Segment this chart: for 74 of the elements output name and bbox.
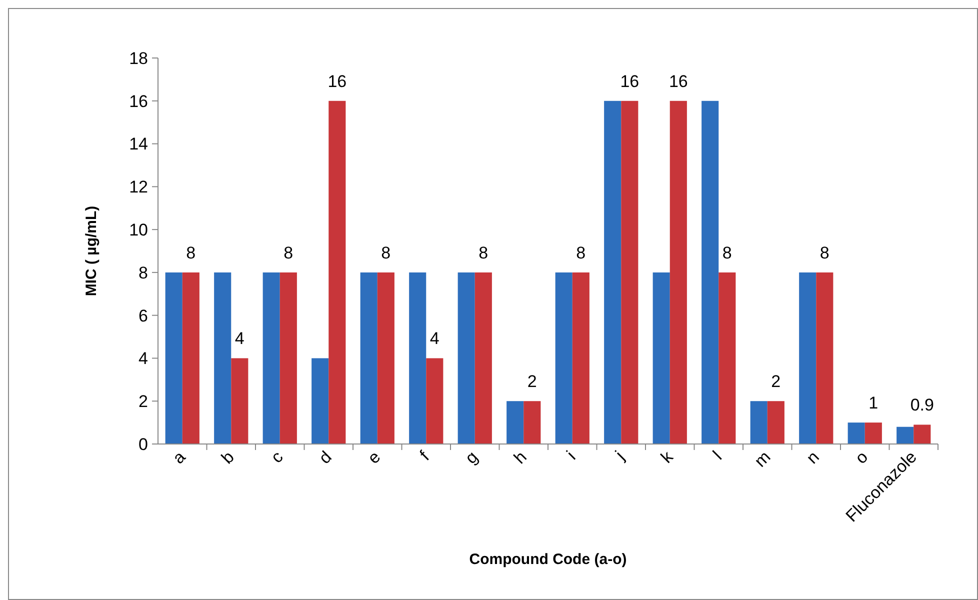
bar (799, 272, 816, 444)
x-tick-label: c (267, 447, 288, 467)
bar (328, 100, 346, 444)
data-label: 8 (478, 243, 488, 262)
data-label: 8 (820, 243, 830, 262)
y-tick-label: 4 (138, 349, 148, 368)
bar (312, 358, 329, 444)
data-label: 8 (284, 243, 294, 262)
y-tick-label: 8 (138, 263, 148, 282)
x-tick-label: j (611, 447, 628, 464)
data-label: 2 (771, 372, 781, 392)
y-tick-label: 0 (138, 434, 148, 454)
bar (409, 272, 426, 444)
data-label: 4 (430, 329, 440, 348)
bar (718, 272, 736, 444)
bar (896, 426, 914, 444)
data-label: 1 (868, 394, 878, 413)
bar (670, 100, 687, 444)
x-tick-label: g (462, 447, 482, 468)
bar (474, 272, 492, 444)
bar (458, 272, 475, 444)
bar (426, 358, 444, 444)
data-label: 2 (527, 372, 537, 392)
x-tick-label: d (315, 447, 336, 468)
x-tick-label: n (802, 447, 823, 468)
y-tick-label: 18 (129, 48, 148, 68)
data-label: 16 (620, 72, 640, 91)
y-tick-label: 10 (129, 220, 148, 240)
y-tick-label: 14 (129, 134, 148, 154)
bar (652, 272, 670, 444)
data-label: 4 (234, 329, 244, 348)
data-label: 8 (576, 243, 586, 262)
bar (262, 272, 280, 444)
bar (360, 272, 378, 444)
bar (377, 272, 394, 444)
bar (702, 100, 719, 444)
x-tick-label: i (563, 447, 580, 464)
data-label: 8 (722, 243, 732, 262)
bar (914, 424, 931, 444)
bar (231, 358, 248, 444)
data-label: 0.9 (910, 396, 934, 415)
x-tick-label: l (709, 447, 726, 464)
data-label: 16 (668, 72, 688, 91)
bar (524, 401, 541, 444)
x-tick-label: k (657, 447, 678, 467)
bar (864, 422, 882, 444)
bar (848, 422, 865, 444)
x-tick-label: f (416, 447, 434, 464)
y-tick-label: 6 (138, 306, 148, 326)
y-axis-title: MIC ( µg/mL) (83, 206, 100, 296)
bar (767, 401, 784, 444)
x-axis-title: Compound Code (a-o) (469, 551, 627, 568)
y-tick-label: 2 (138, 392, 148, 412)
data-label: 8 (381, 243, 391, 262)
bar (165, 272, 182, 444)
data-label: 16 (328, 72, 347, 91)
bar (506, 401, 524, 444)
x-tick-label: h (510, 447, 530, 468)
y-tick-label: 16 (129, 92, 148, 111)
bar (604, 100, 622, 444)
data-label: 8 (186, 243, 196, 262)
bar (572, 272, 590, 444)
bar (280, 272, 297, 444)
bar (621, 100, 638, 444)
bar (214, 272, 232, 444)
x-tick-label: m (750, 447, 774, 471)
bar (182, 272, 200, 444)
bar (816, 272, 834, 444)
y-tick-label: 12 (129, 178, 148, 197)
x-tick-label: a (169, 447, 190, 468)
x-tick-label: b (218, 447, 238, 468)
bar (750, 401, 768, 444)
x-tick-label: e (364, 447, 384, 468)
bar (555, 272, 572, 444)
